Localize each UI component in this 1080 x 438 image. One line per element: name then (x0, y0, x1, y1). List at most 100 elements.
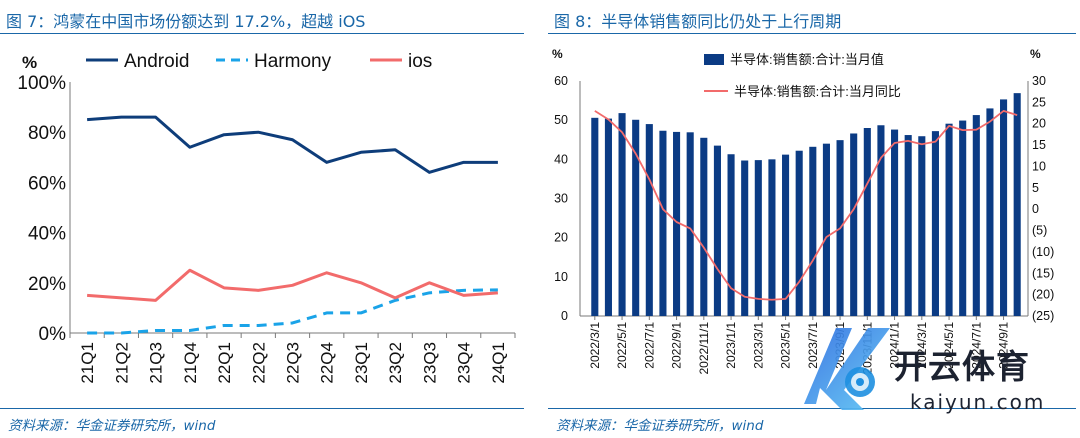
sales-bar (945, 123, 953, 316)
sales-bar (659, 130, 667, 316)
right-source-note: 资料来源：华金证券研究所，wind (556, 418, 764, 434)
right-x-tick-label: 2023/1/1 (724, 322, 738, 369)
left-x-tick-label: 21Q3 (147, 342, 166, 384)
right-x-tick-label: 2024/7/1 (969, 322, 983, 369)
watermark-logo-mark-icon (804, 328, 890, 410)
right-right-y-tick-label: (5) (1032, 224, 1047, 238)
sales-bar (782, 154, 790, 316)
sales-bar (632, 119, 640, 317)
right-right-y-tick-label: (10) (1032, 245, 1054, 259)
right-x-tick-label: 2023/5/1 (779, 322, 793, 369)
sales-bar (754, 160, 762, 316)
sales-bar (645, 124, 653, 316)
sales-bar (795, 150, 803, 316)
right-x-tick-label: 2022/5/1 (615, 322, 629, 369)
sales-bar (904, 135, 912, 316)
left-y-tick-label: 40% (28, 224, 66, 245)
series-line-android (87, 115, 498, 174)
left-x-tick-label: 21Q2 (112, 342, 131, 384)
sales-bar (809, 146, 817, 316)
sales-bar (727, 154, 735, 316)
right-figure-title: 图 8：半导体销售额同比仍处于上行周期 (554, 12, 842, 31)
left-x-tick-label: 21Q4 (181, 342, 200, 384)
sales-bar (850, 133, 858, 316)
right-x-tick-label: 2022/9/1 (670, 322, 684, 369)
right-left-y-tick-label: 60 (554, 74, 568, 88)
left-x-tick-label: 22Q2 (249, 342, 268, 384)
legend-label-ios: ios (408, 51, 432, 72)
right-left-y-tick-label: 0 (561, 309, 568, 323)
sales-bar (741, 160, 749, 316)
right-left-y-tick-label: 20 (554, 231, 568, 245)
legend-label-harmony: Harmony (254, 51, 332, 72)
sales-bar (700, 137, 708, 316)
sales-bar (931, 131, 939, 316)
sales-bar (972, 115, 980, 316)
left-y-tick-label: 80% (28, 123, 66, 144)
sales-bar (591, 117, 599, 316)
right-right-y-tick-label: (15) (1032, 266, 1054, 280)
legend-label-line: 半导体:销售额:合计:当月同比 (734, 84, 901, 99)
right-right-y-tick-label: (25) (1032, 309, 1054, 323)
right-right-y-tick-label: 20 (1032, 117, 1046, 131)
sales-bar (618, 113, 626, 316)
right-right-y-tick-label: 10 (1032, 159, 1046, 173)
right-right-y-tick-label: (20) (1032, 288, 1054, 302)
left-x-tick-label: 23Q4 (455, 342, 474, 384)
left-y-tick-label: 20% (28, 274, 66, 295)
right-left-y-tick-label: 50 (554, 113, 568, 127)
right-x-tick-label: 2024/9/1 (997, 322, 1011, 369)
left-x-tick-label: 21Q1 (78, 342, 97, 384)
series-line-harmony (87, 288, 498, 335)
legend-label-android: Android (124, 51, 190, 72)
right-right-y-tick-label: 0 (1032, 202, 1039, 216)
right-left-y-tick-label: 30 (554, 192, 568, 206)
sales-bar (768, 159, 776, 316)
left-source-rule (0, 408, 524, 409)
right-left-y-tick-label: 40 (554, 152, 568, 166)
left-title-rule (0, 33, 524, 34)
left-x-tick-label: 22Q4 (318, 342, 337, 384)
left-x-tick-label: 23Q1 (352, 342, 371, 384)
sales-bar (986, 108, 994, 317)
legend-label-bar: 半导体:销售额:合计:当月值 (730, 52, 884, 67)
right-title-rule (548, 33, 1076, 34)
left-x-tick-label: 23Q2 (386, 342, 405, 384)
sales-bar (959, 120, 967, 316)
left-x-tick-label: 23Q3 (420, 342, 439, 384)
watermark-url: kaiyun.com (910, 390, 1046, 414)
sales-bar (822, 143, 830, 316)
right-x-tick-label: 2023/7/1 (806, 322, 820, 369)
sales-bar (604, 118, 612, 316)
left-y-axis-unit: % (22, 53, 37, 72)
right-right-y-tick-label: 5 (1032, 181, 1039, 195)
sales-bar (713, 145, 721, 316)
series-line-yoy (594, 110, 1018, 301)
left-y-tick-label: 0% (39, 324, 67, 345)
left-y-tick-label: 60% (28, 173, 66, 194)
sales-bar (673, 131, 681, 316)
watermark-title: 开云体育 (894, 347, 1030, 386)
left-y-tick-label: 100% (17, 73, 66, 94)
left-figure-panel: 图 7：鸿蒙在中国市场份额达到 17.2%，超越 iOS % 0% 20% 40% 60… (0, 0, 530, 438)
sales-bar (877, 125, 885, 316)
sales-bar (1013, 93, 1021, 317)
right-figure-panel: 图 8：半导体销售额同比仍处于上行周期 %% 0 10 20 30 40 50 60 30 25 2… (548, 0, 1080, 438)
left-figure-title: 图 7：鸿蒙在中国市场份额达到 17.2%，超越 iOS (6, 12, 366, 31)
right-right-y-tick-label: 25 (1032, 95, 1046, 109)
series-line-ios (87, 268, 498, 302)
sales-bar (863, 128, 871, 316)
sales-bar (686, 132, 694, 316)
legend-swatch-bar (704, 54, 724, 65)
left-source-note: 资料来源：华金证券研究所，wind (8, 418, 216, 434)
left-x-tick-label: 24Q1 (489, 342, 508, 384)
right-x-tick-label: 2024/5/1 (942, 322, 956, 369)
right-x-tick-label: 2022/3/1 (588, 322, 602, 369)
sales-bar (891, 129, 899, 316)
sales-bar (1000, 99, 1008, 317)
right-x-tick-label: 2022/11/1 (697, 322, 711, 375)
right-x-tick-label: 2022/7/1 (642, 322, 656, 369)
right-x-tick-label: 2024/3/1 (915, 322, 929, 369)
watermark-logo: 开云体育 kaiyun.com (790, 318, 1080, 418)
